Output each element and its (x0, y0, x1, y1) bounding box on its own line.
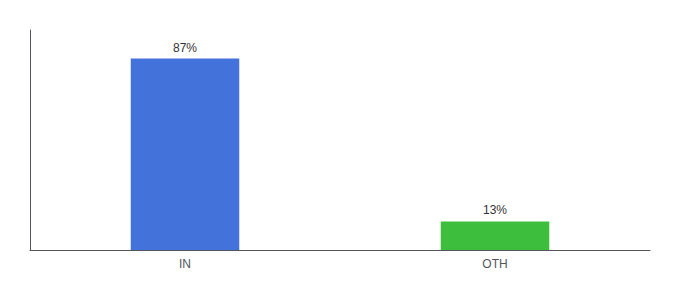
svg-text:IN: IN (179, 257, 191, 271)
svg-text:OTH: OTH (482, 257, 507, 271)
svg-text:13%: 13% (483, 203, 507, 217)
svg-text:87%: 87% (173, 41, 197, 55)
